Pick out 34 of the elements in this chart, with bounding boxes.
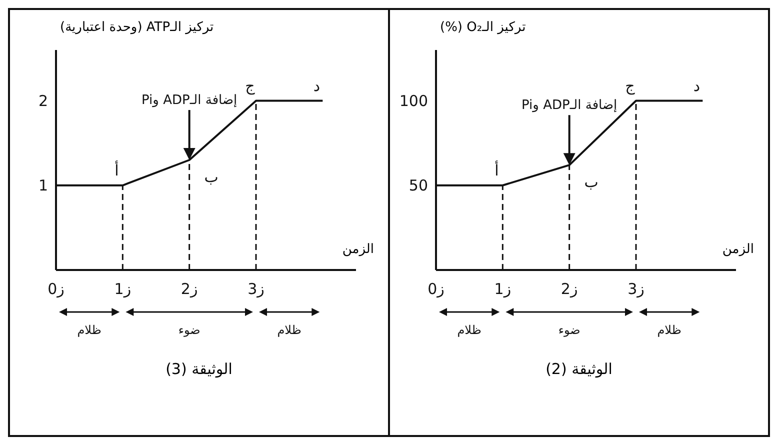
x-tick-label: ز0 [48, 280, 64, 298]
y-tick-label: 2 [38, 92, 48, 110]
x-tick-label: ز2 [180, 280, 198, 298]
y-tick-label: 100 [399, 92, 428, 110]
x-tick-label: ز1 [494, 280, 512, 298]
annotation: ج [245, 76, 256, 95]
x-tick-label: ز2 [560, 280, 578, 298]
annotation: ب [584, 173, 598, 192]
text: ظلام [657, 323, 682, 337]
y-axis-title: تركيز الـO₂ (%) [440, 20, 526, 35]
x-tick-label: ز3 [248, 280, 264, 298]
annotation: د [313, 76, 320, 95]
annotation: إضافة الـADP وPi [522, 98, 618, 114]
annotation: إضافة الـADP وPi [142, 93, 238, 108]
text: ضوء [178, 323, 200, 337]
y-axis-title: تركيز الـATP (وحدة اعتبارية) [60, 20, 214, 35]
annotation: د [693, 76, 700, 95]
annotation: أ [494, 160, 499, 180]
x-tick-label: ز0 [428, 280, 444, 298]
x-axis-title: الزمن [722, 242, 754, 257]
x-axis-title: الزمن [342, 242, 374, 257]
x-tick-label: ز1 [114, 280, 132, 298]
text: ظلام [277, 323, 302, 337]
text: الوثيقة (2) [544, 360, 614, 378]
text: ظلام [77, 323, 102, 337]
annotation: أ [114, 160, 119, 180]
text: الوثيقة (3) [164, 360, 234, 378]
annotation: ب [204, 168, 218, 186]
y-tick-label: 1 [38, 176, 48, 195]
y-tick-label: 50 [408, 176, 428, 195]
x-tick-label: ز3 [628, 280, 644, 298]
text: ظلام [457, 323, 482, 337]
annotation: ج [625, 76, 636, 95]
text: ضوء [558, 323, 580, 337]
